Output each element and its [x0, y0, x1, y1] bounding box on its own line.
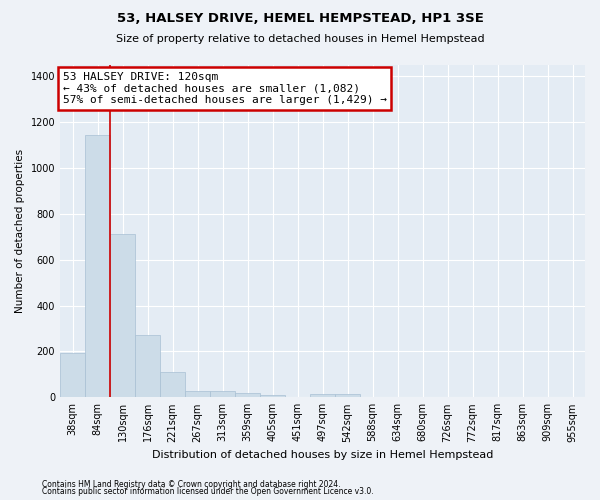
Text: Contains public sector information licensed under the Open Government Licence v3: Contains public sector information licen… [42, 487, 374, 496]
Bar [60, 353, 85, 398]
Bar [110, 234, 135, 398]
Bar [260, 396, 285, 398]
Bar [135, 336, 160, 398]
Bar [210, 391, 235, 398]
Text: Size of property relative to detached houses in Hemel Hempstead: Size of property relative to detached ho… [116, 34, 484, 43]
Text: 53, HALSEY DRIVE, HEMEL HEMPSTEAD, HP1 3SE: 53, HALSEY DRIVE, HEMEL HEMPSTEAD, HP1 3… [116, 12, 484, 26]
Bar [185, 391, 210, 398]
Y-axis label: Number of detached properties: Number of detached properties [15, 149, 25, 313]
Bar [235, 392, 260, 398]
X-axis label: Distribution of detached houses by size in Hemel Hempstead: Distribution of detached houses by size … [152, 450, 493, 460]
Bar [310, 394, 335, 398]
Bar [85, 136, 110, 398]
Text: 53 HALSEY DRIVE: 120sqm
← 43% of detached houses are smaller (1,082)
57% of semi: 53 HALSEY DRIVE: 120sqm ← 43% of detache… [62, 72, 386, 105]
Text: Contains HM Land Registry data © Crown copyright and database right 2024.: Contains HM Land Registry data © Crown c… [42, 480, 341, 489]
Bar [160, 372, 185, 398]
Bar [335, 394, 360, 398]
